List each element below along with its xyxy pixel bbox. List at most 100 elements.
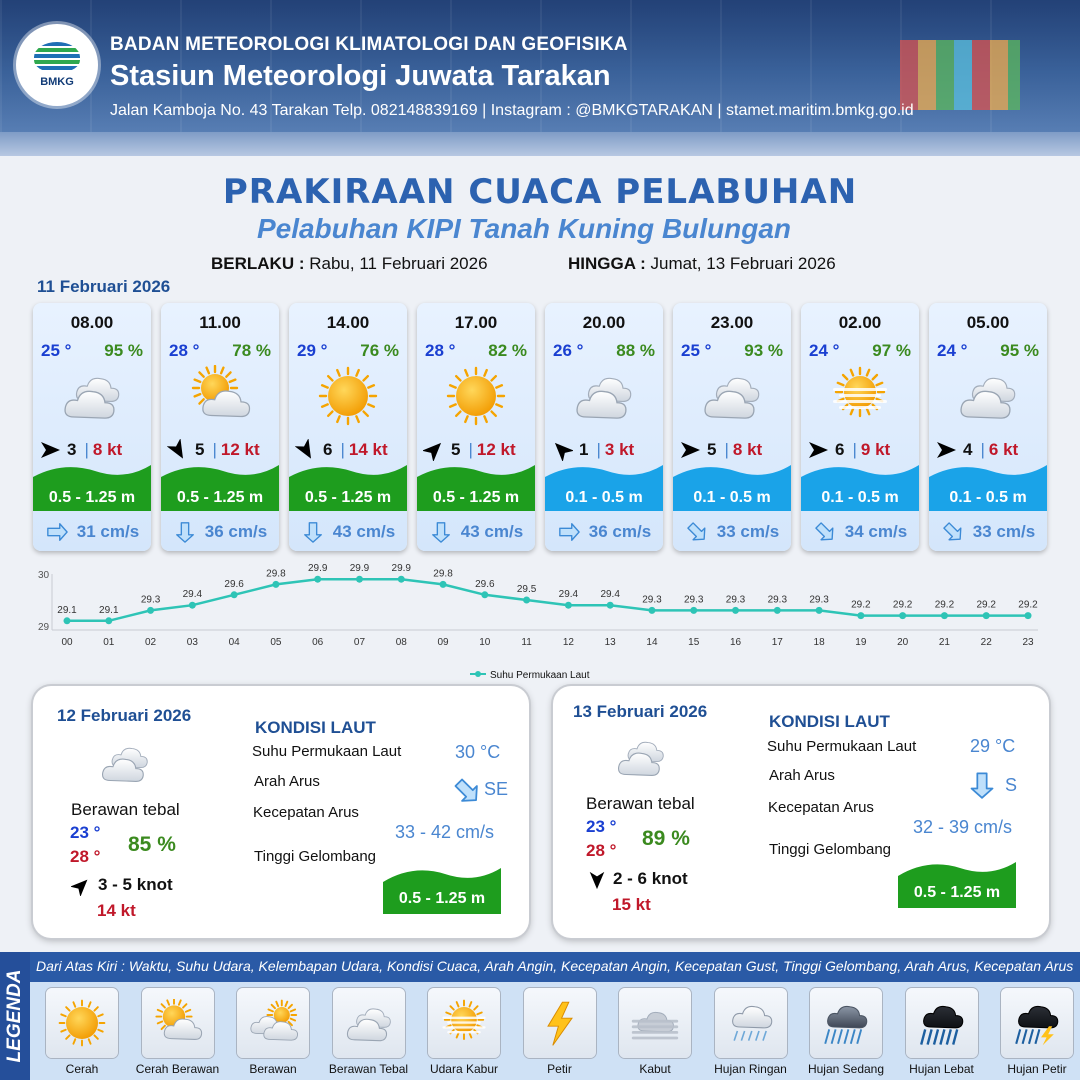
day3-dir-label: Arah Arus <box>769 767 835 784</box>
card-temperature: 28 ° <box>169 341 200 360</box>
valid-to: HINGGA : Jumat, 13 Februari 2026 <box>568 254 836 274</box>
x-tick-label: 00 <box>61 637 73 648</box>
card-wind-speed: 5 <box>451 440 461 459</box>
legend-item-label: Kabut <box>639 1062 671 1076</box>
data-point <box>439 580 447 588</box>
legend-item-label: Hujan Petir <box>1007 1062 1067 1076</box>
wind-direction-icon <box>166 438 189 461</box>
card-time: 11.00 <box>199 313 241 332</box>
hourly-forecast-cards: 08.00 25 ° 95 % 3 | 8 kt 0.5 - 1.25 m 31… <box>33 303 1053 551</box>
x-tick-label: 16 <box>730 637 742 648</box>
wind-direction-icon <box>551 439 575 463</box>
data-label: 29.4 <box>559 589 579 600</box>
data-point <box>940 612 948 620</box>
data-point <box>272 580 280 588</box>
petir-icon <box>523 988 596 1058</box>
hujan-petir-icon <box>1001 988 1073 1058</box>
valid-from: BERLAKU : Rabu, 11 Februari 2026 <box>211 254 488 274</box>
day3-temp-min: 23 ° <box>586 817 617 836</box>
data-label: 29.3 <box>726 594 746 605</box>
data-point <box>732 606 740 614</box>
data-point <box>147 606 155 614</box>
day3-temp-max: 28 ° <box>586 841 617 860</box>
berawan-tebal-icon <box>569 365 639 427</box>
wave-graphic <box>33 465 151 511</box>
card-temperature: 26 ° <box>553 341 584 360</box>
day2-condition: Berawan tebal <box>71 800 180 819</box>
card-time: 20.00 <box>582 313 626 332</box>
x-tick-label: 03 <box>187 637 199 648</box>
legend-item-label: Cerah Berawan <box>135 1062 220 1076</box>
card-wind: 4 | 6 kt <box>935 439 1045 461</box>
card-time: 14.00 <box>326 313 370 332</box>
card-current: 36 cm/s <box>161 519 279 545</box>
bmkg-logo: BMKG <box>16 24 98 106</box>
data-label: 29.9 <box>392 563 412 574</box>
valid-to-label: HINGGA : <box>568 254 646 273</box>
x-tick-label: 17 <box>772 637 784 648</box>
card-separator: | <box>84 440 89 459</box>
forecast-card-2300: 23.00 25 ° 93 % 5 | 8 kt 0.1 - 0.5 m 33 … <box>673 303 791 551</box>
card-wave-height: 0.5 - 1.25 m <box>304 489 392 506</box>
data-label: 29.3 <box>684 594 704 605</box>
cerah-icon <box>441 365 511 427</box>
valid-from-value: Rabu, 11 Februari 2026 <box>309 254 488 273</box>
legend-item-udara-kabur: Udara Kabur <box>428 988 500 1076</box>
card-current: 43 cm/s <box>289 519 407 545</box>
current-direction-icon <box>429 521 453 543</box>
x-tick-label: 22 <box>981 637 993 648</box>
cerah-berawan-icon <box>185 364 255 427</box>
hujan-sedang-icon <box>810 988 882 1058</box>
card-gust: 12 kt <box>476 440 516 459</box>
card-current-speed: 33 cm/s <box>972 522 1036 541</box>
day1-date: 11 Februari 2026 <box>37 277 171 296</box>
x-tick-label: 01 <box>103 637 115 648</box>
bmkg-logo-text: BMKG <box>40 76 74 88</box>
data-point <box>397 575 405 583</box>
forecast-card-1400: 14.00 29 ° 76 % 6 | 14 kt 0.5 - 1.25 m 4… <box>289 303 407 551</box>
card-current: 33 cm/s <box>673 519 791 545</box>
card-temperature: 29 ° <box>297 341 328 360</box>
card-current-speed: 34 cm/s <box>844 522 908 541</box>
data-label: 29.3 <box>768 594 788 605</box>
day3-condition: Berawan tebal <box>586 794 695 813</box>
data-point <box>230 591 238 599</box>
day3-date: 13 Februari 2026 <box>573 702 708 721</box>
card-wind-speed: 6 <box>835 440 845 459</box>
legend-description: Dari Atas Kiri : Waktu, Suhu Udara, Kele… <box>36 958 1074 974</box>
day3-gust: 15 kt <box>612 895 651 914</box>
legend-item-hujan-petir: Hujan Petir <box>1001 988 1073 1076</box>
y-tick-label: 29 <box>38 622 50 633</box>
card-temperature: 24 ° <box>809 341 840 360</box>
data-label: 29.2 <box>935 600 955 611</box>
card-separator: | <box>212 440 217 459</box>
data-label: 29.4 <box>600 589 620 600</box>
day2-gust: 14 kt <box>97 901 136 920</box>
cerah-icon <box>313 365 383 427</box>
sst-line <box>67 577 1028 623</box>
day2-sst: 30 °C <box>455 742 501 762</box>
x-tick-label: 11 <box>521 637 532 648</box>
day2-temp-min: 23 ° <box>70 823 101 842</box>
day3-wave-height: 0.5 - 1.25 m <box>913 884 1001 901</box>
data-point <box>105 617 113 625</box>
card-wind-speed: 1 <box>579 440 589 459</box>
data-label: 29.2 <box>893 600 913 611</box>
day2-wave-label: Tinggi Gelombang <box>254 848 377 865</box>
card-wind-speed: 3 <box>67 440 77 459</box>
day2-sst-label: Suhu Permukaan Laut <box>252 743 402 760</box>
card-wind-speed: 4 <box>963 440 973 459</box>
card-wind: 1 | 3 kt <box>551 439 661 463</box>
card-gust: 3 kt <box>604 440 635 459</box>
legend-item-cerah: Cerah <box>46 988 118 1076</box>
card-current: 43 cm/s <box>417 519 535 545</box>
wave-graphic <box>801 465 919 511</box>
legend-item-hujan-lebat: Hujan Lebat <box>905 988 978 1076</box>
x-tick-label: 21 <box>939 637 951 648</box>
data-point <box>523 596 531 604</box>
x-tick-label: 06 <box>312 637 324 648</box>
data-label: 29.3 <box>141 594 161 605</box>
wind-direction-icon <box>589 871 605 890</box>
card-wind: 5 | 12 kt <box>421 439 533 463</box>
wave-graphic <box>929 465 1047 511</box>
